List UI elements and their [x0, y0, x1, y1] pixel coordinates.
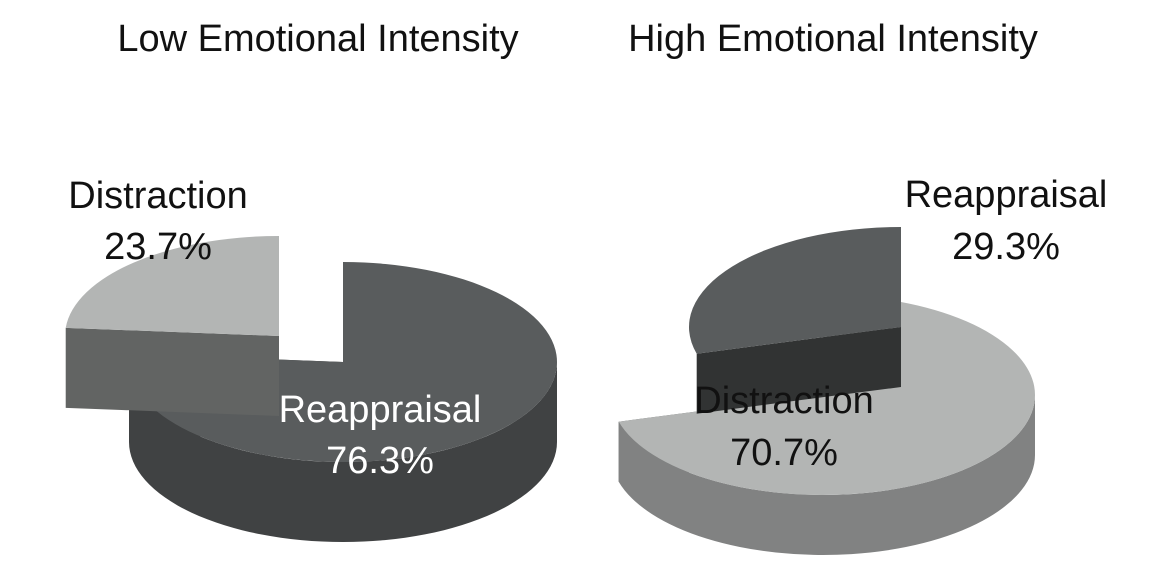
- high-intensity-pie-chart: High Emotional Intensity Reappraisal 29.…: [618, 18, 1108, 555]
- high-distraction-name-label: Distraction: [694, 380, 874, 422]
- high-reappraisal-cut-wall-0: [696, 327, 901, 414]
- low-reappraisal-value-label: 76.3%: [326, 440, 434, 482]
- high-reappraisal-name-label: Reappraisal: [905, 174, 1108, 216]
- high-intensity-title: High Emotional Intensity: [628, 18, 1038, 60]
- low-reappraisal-name-label: Reappraisal: [279, 389, 482, 431]
- low-distraction-name-label: Distraction: [68, 175, 248, 217]
- high-reappraisal-value-label: 29.3%: [952, 226, 1060, 268]
- low-distraction-value-label: 23.7%: [104, 226, 212, 268]
- low-distraction-cut-wall-0: [65, 327, 279, 416]
- low-intensity-title: Low Emotional Intensity: [117, 18, 518, 60]
- high-reappraisal-top: [688, 227, 901, 354]
- low-intensity-pie-chart: Low Emotional Intensity Distraction 23.7…: [65, 18, 557, 542]
- low-distraction-top: [65, 236, 279, 336]
- low-slice-distraction: [65, 236, 279, 416]
- high-distraction-value-label: 70.7%: [730, 432, 838, 474]
- high-slice-reappraisal: [688, 227, 901, 414]
- high-distraction-outer-wall: [618, 395, 1035, 555]
- low-reappraisal-outer-wall: [129, 362, 557, 542]
